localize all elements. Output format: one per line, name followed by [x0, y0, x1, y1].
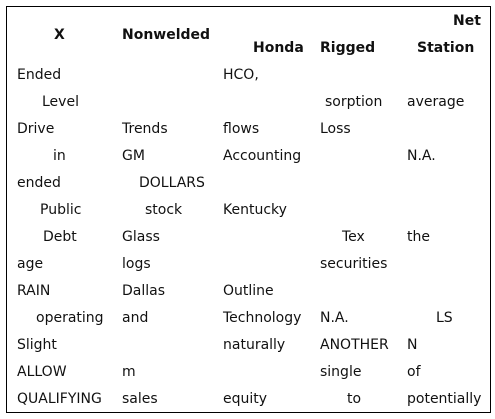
header-x: X: [54, 27, 65, 43]
table-cell: of: [407, 364, 421, 380]
table-cell: N.A.: [407, 148, 436, 164]
table-cell: GM: [122, 148, 145, 164]
header-net: Net: [453, 13, 481, 29]
table-cell: flows: [223, 121, 259, 137]
table-cell: N: [407, 337, 417, 353]
table-cell: Public: [40, 202, 81, 218]
table-cell: age: [17, 256, 43, 272]
table-cell: N.A.: [320, 310, 349, 326]
header-station: Station: [417, 40, 474, 56]
table-cell: sales: [122, 391, 158, 407]
table-cell: ALLOW: [17, 364, 67, 380]
table-cell: Loss: [320, 121, 351, 137]
table-cell: HCO,: [223, 67, 259, 83]
table-cell: Level: [42, 94, 79, 110]
table-cell: Ended: [17, 67, 61, 83]
table-cell: to: [347, 391, 361, 407]
table-cell: in: [53, 148, 66, 164]
table-cell: equity: [223, 391, 267, 407]
table-cell: Kentucky: [223, 202, 287, 218]
table-cell: ended: [17, 175, 61, 191]
table-cell: Debt: [43, 229, 77, 245]
table-cell: Accounting: [223, 148, 301, 164]
data-table: X Nonwelded Honda Rigged Net Station End…: [6, 6, 491, 413]
table-cell: QUALIFYING: [17, 391, 102, 407]
table-cell: Glass: [122, 229, 160, 245]
table-cell: the: [407, 229, 430, 245]
header-nonwelded: Nonwelded: [122, 27, 210, 43]
header-rigged: Rigged: [320, 40, 375, 56]
table-cell: logs: [122, 256, 151, 272]
header-honda: Honda: [253, 40, 304, 56]
table-cell: and: [122, 310, 148, 326]
table-cell: Outline: [223, 283, 274, 299]
table-cell: Dallas: [122, 283, 165, 299]
table-cell: Slight: [17, 337, 57, 353]
table-cell: Technology: [223, 310, 301, 326]
table-cell: stock: [145, 202, 182, 218]
table-cell: average: [407, 94, 464, 110]
table-cell: Tex: [342, 229, 365, 245]
table-cell: LS: [436, 310, 453, 326]
table-cell: Trends: [122, 121, 168, 137]
table-cell: m: [122, 364, 136, 380]
table-cell: sorption: [325, 94, 382, 110]
table-cell: securities: [320, 256, 387, 272]
table-cell: potentially: [407, 391, 481, 407]
table-cell: operating: [36, 310, 104, 326]
table-cell: DOLLARS: [139, 175, 205, 191]
table-cell: RAIN: [17, 283, 50, 299]
table-cell: naturally: [223, 337, 285, 353]
table-cell: ANOTHER: [320, 337, 389, 353]
table-cell: Drive: [17, 121, 54, 137]
table-cell: single: [320, 364, 361, 380]
